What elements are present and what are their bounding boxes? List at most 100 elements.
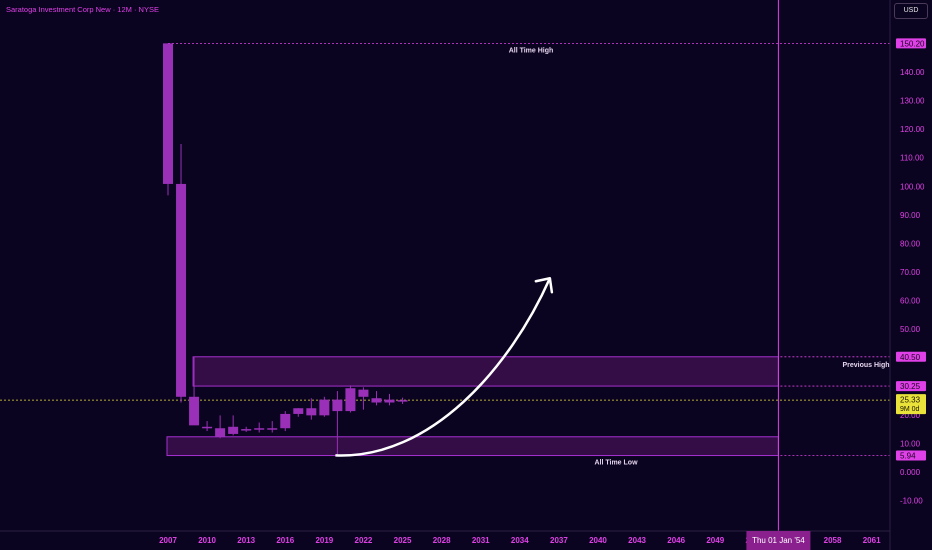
y-tick-label: 90.00 (900, 211, 921, 220)
candle-body (332, 399, 343, 412)
y-tick-label: 120.00 (900, 125, 925, 134)
candle-2013 (241, 426, 252, 432)
candle-2011 (215, 415, 226, 439)
candle-body (397, 400, 408, 402)
previous-high-price-tag (896, 351, 926, 362)
x-tick-label: 2019 (315, 536, 333, 545)
chart-title: Saratoga Investment Corp New · 12M · NYS… (6, 5, 159, 14)
candle-body (280, 413, 291, 429)
projection-arrow (335, 277, 552, 457)
candle-2025 (397, 397, 408, 404)
candle-2019 (319, 396, 330, 417)
x-tick-label: 2061 (863, 536, 881, 545)
candle-body (358, 389, 369, 397)
candle-body (306, 408, 317, 416)
candle-body (254, 428, 265, 430)
y-tick-label: 130.00 (900, 97, 925, 106)
crosshair-date-tag (746, 531, 811, 550)
all-time-high-annotation: All Time High (509, 47, 554, 54)
all-time-low-annotation: All Time Low (594, 460, 638, 467)
zones-layer (166, 356, 779, 457)
candle-body (176, 183, 187, 397)
all-time-low-zone (166, 436, 779, 457)
candle-2023 (371, 391, 382, 406)
x-tick-label: 2043 (628, 536, 646, 545)
levels-layer (0, 42, 890, 456)
y-tick-label: 60.00 (900, 297, 921, 306)
candle-2012 (228, 415, 239, 436)
y-tick-label: 110.00 (900, 154, 924, 163)
y-tick-label: 80.00 (900, 239, 921, 248)
x-tick-label: 2013 (237, 536, 255, 545)
candles-layer (163, 43, 408, 456)
y-tick-label: 140.00 (900, 68, 925, 77)
x-tick-label: 2049 (706, 536, 724, 545)
x-tick-label: 2040 (589, 536, 607, 545)
x-tick-label: 2010 (198, 536, 216, 545)
crosshair-date-label: Thu 01 Jan '54 (752, 536, 805, 545)
candle-body (215, 428, 226, 437)
candle-2009 (189, 356, 200, 426)
candle-body (228, 426, 239, 434)
x-tick-label: 2031 (472, 536, 490, 545)
candle-body (267, 428, 278, 430)
previous-high-price-tag-label: 40.50 (900, 353, 921, 362)
x-tick-label: 2028 (433, 536, 451, 545)
y-tick-label: -10.00 (900, 497, 923, 506)
candle-body (189, 396, 200, 426)
candle-2015 (267, 421, 278, 433)
y-tick-label: 20.00 (900, 411, 921, 420)
x-tick-label: 2058 (824, 536, 842, 545)
candle-2022 (358, 387, 369, 410)
x-tick-label: 2022 (355, 536, 373, 545)
candle-2018 (306, 398, 317, 420)
previous-high-annotation: Previous High (842, 362, 889, 369)
projection-arrow-layer (335, 276, 554, 457)
atl-price-tag-label: 5.94 (900, 452, 916, 461)
x-tick-label: 2046 (667, 536, 685, 545)
x-tick-label: 2034 (511, 536, 529, 545)
candle-2021 (345, 385, 356, 413)
zone-bottom-price-tag-label: 30.25 (900, 382, 921, 391)
candle-body (202, 426, 213, 429)
candle-body (371, 398, 382, 403)
y-tick-label: 0.000 (900, 468, 921, 477)
zone-bottom-price-tag (896, 381, 926, 392)
candle-2007 (163, 43, 173, 196)
annotations-layer: All Time High Previous High All Time Low (509, 47, 890, 466)
candle-body (163, 43, 173, 184)
atl-price-tag (896, 450, 926, 461)
ath-price-tag (896, 38, 926, 49)
x-tick-label: 2016 (276, 536, 294, 545)
ath-price-tag-label: 150.20 (900, 39, 925, 48)
candle-2017 (293, 408, 304, 417)
x-tick-label: 2037 (550, 536, 568, 545)
candle-2020 (332, 391, 343, 456)
candle-body (345, 388, 356, 412)
candle-body (384, 399, 395, 403)
candle-2010 (202, 421, 213, 432)
arrow-head-icon (534, 276, 554, 294)
y-tick-label: 10.00 (900, 439, 921, 448)
candle-2014 (254, 422, 265, 433)
x-tick-label: 2007 (159, 536, 177, 545)
time-axis[interactable]: 2007 2010 2013 2016 2019 2022 2025 2028 2031 2034… (0, 530, 890, 550)
currency-button[interactable]: USD (894, 3, 928, 19)
last-price-label: 25.33 (900, 396, 921, 405)
x-tick-label: 2025 (394, 536, 412, 545)
candle-body (293, 408, 304, 414)
candle-body (319, 399, 330, 416)
y-tick-label: 100.00 (900, 182, 925, 191)
candle-2016 (280, 411, 291, 432)
countdown-label: 9M 0d (900, 406, 920, 413)
previous-high-zone (192, 356, 779, 387)
candle-2024 (384, 393, 395, 406)
candle-2008 (176, 143, 187, 403)
y-tick-label: 70.00 (900, 268, 921, 277)
y-tick-label: 50.00 (900, 325, 921, 334)
last-price-tag (896, 394, 926, 415)
candle-body (241, 429, 252, 431)
